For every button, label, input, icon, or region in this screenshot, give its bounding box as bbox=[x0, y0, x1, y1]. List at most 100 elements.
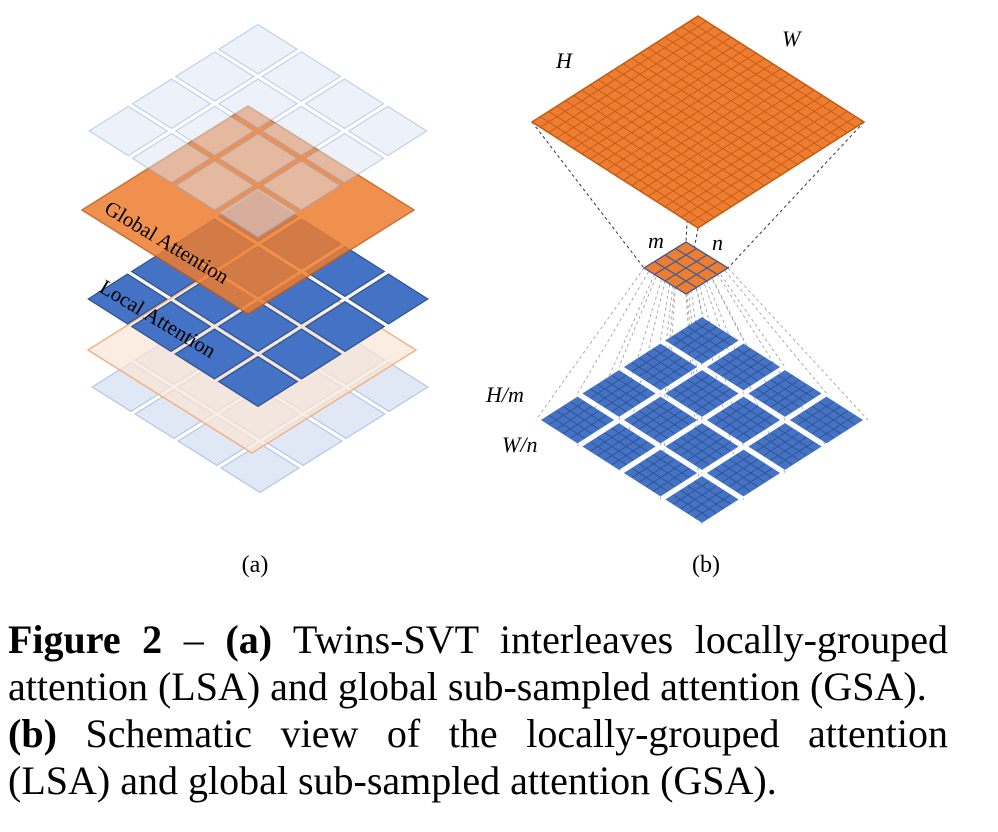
window-grid-line bbox=[694, 388, 731, 413]
window-grid-line bbox=[548, 401, 585, 425]
projection-line bbox=[535, 267, 645, 421]
window-grid-line bbox=[736, 468, 773, 492]
window-grid-line bbox=[611, 441, 648, 466]
caption-dash: – bbox=[162, 617, 226, 662]
dim-n-label: n bbox=[712, 230, 723, 255]
input-grid-line bbox=[623, 63, 790, 171]
window-grid-line bbox=[721, 463, 758, 487]
top-window-tile bbox=[261, 160, 342, 211]
window-grid-line bbox=[638, 410, 675, 434]
caption-line-2: attention (LSA) and global sub-sampled a… bbox=[8, 663, 948, 710]
window-grid-line bbox=[653, 401, 690, 425]
window-grid-line bbox=[653, 362, 690, 386]
window-tile bbox=[665, 476, 739, 523]
window-grid-line bbox=[777, 388, 814, 413]
dim-m-label: m bbox=[648, 228, 664, 253]
window-grid-line bbox=[763, 384, 800, 408]
global-attention-layer bbox=[80, 105, 416, 315]
window-grid-line bbox=[729, 459, 766, 483]
window-grid-line bbox=[729, 357, 766, 381]
caption-part-a: (a) bbox=[225, 617, 273, 662]
window-grid-line bbox=[631, 454, 668, 478]
top-window-tile bbox=[217, 23, 299, 75]
window-grid-line bbox=[604, 432, 641, 456]
window-grid-line bbox=[563, 406, 600, 430]
window-grid-line bbox=[680, 379, 717, 403]
window-grid-line bbox=[714, 362, 751, 386]
stacked-attention-layers bbox=[80, 23, 430, 494]
window-grid-line bbox=[736, 415, 773, 439]
projection-line bbox=[727, 267, 869, 421]
window-grid-line bbox=[756, 374, 793, 399]
window-grid-line bbox=[646, 357, 683, 381]
window-grid-line bbox=[646, 353, 683, 377]
window-grid-line bbox=[687, 331, 724, 355]
window-grid-line bbox=[555, 410, 592, 434]
input-grid-line bbox=[647, 89, 815, 197]
window-grid-line bbox=[646, 406, 683, 430]
top-window-tile bbox=[304, 132, 385, 184]
window-grid-line bbox=[797, 401, 834, 425]
window-grid-line bbox=[804, 406, 841, 430]
caption-text-b-1: Schematic view of the locally-grouped at… bbox=[56, 711, 948, 756]
input-grid-line bbox=[631, 79, 798, 186]
input-grid-line bbox=[664, 100, 832, 208]
window-grid-line bbox=[611, 374, 648, 399]
top-window-tile bbox=[304, 78, 385, 130]
window-grid-line bbox=[714, 401, 751, 425]
window-grid-line bbox=[597, 384, 634, 408]
input-grid-line bbox=[697, 15, 865, 123]
window-grid-line bbox=[777, 374, 814, 399]
window-tile bbox=[665, 317, 739, 364]
caption-text-a-1: Twins-SVT interleaves locally-grouped bbox=[272, 617, 948, 662]
caption-line-3: (b) Schematic view of the locally-groupe… bbox=[8, 710, 948, 757]
dim-w-label: W bbox=[782, 26, 802, 51]
window-grid-line bbox=[694, 321, 731, 346]
window-grid-line bbox=[687, 485, 724, 509]
window-grid-line bbox=[687, 384, 724, 408]
window-grid-line bbox=[714, 454, 751, 478]
window-grid-line bbox=[597, 437, 634, 461]
window-grid-line bbox=[687, 379, 724, 403]
window-grid-line bbox=[756, 388, 793, 413]
window-grid-line bbox=[763, 432, 800, 456]
window-tile bbox=[748, 370, 822, 417]
window-grid-line bbox=[590, 427, 627, 452]
window-grid-line bbox=[694, 494, 731, 519]
window-grid-line bbox=[694, 335, 731, 360]
feature-map-grids bbox=[530, 15, 866, 523]
projection-line bbox=[706, 267, 786, 421]
window-grid-line bbox=[590, 388, 627, 413]
window-grid-line bbox=[673, 427, 710, 452]
window-grid-line bbox=[812, 406, 849, 430]
window-grid-line bbox=[570, 415, 607, 439]
top-window-tile bbox=[217, 132, 299, 184]
input-grid-line bbox=[623, 73, 790, 181]
caption-line-4: (LSA) and global sub-sampled attention (… bbox=[8, 757, 948, 804]
window-grid-line bbox=[673, 335, 710, 360]
input-grid-line bbox=[639, 84, 807, 192]
window-grid-line bbox=[763, 437, 800, 461]
window-grid-line bbox=[736, 362, 773, 386]
local-attention-window-tile bbox=[87, 273, 168, 325]
top-window-layer bbox=[88, 23, 428, 239]
projection-line bbox=[577, 261, 655, 394]
window-grid-line bbox=[653, 468, 690, 492]
input-grid-line bbox=[697, 121, 865, 229]
window-grid-line bbox=[729, 463, 766, 487]
window-grid-line bbox=[673, 374, 710, 399]
input-grid-line bbox=[681, 26, 848, 133]
window-grid-line bbox=[694, 427, 731, 452]
window-grid-line bbox=[721, 459, 758, 483]
window-grid-line bbox=[770, 432, 807, 456]
input-grid-line bbox=[647, 47, 815, 155]
window-tile bbox=[748, 423, 822, 470]
window-grid-line bbox=[673, 494, 710, 519]
top-window-tile bbox=[174, 51, 255, 102]
window-grid-line bbox=[604, 384, 641, 408]
input-grid-line bbox=[672, 105, 840, 213]
window-grid-line bbox=[687, 326, 724, 350]
window-grid-line bbox=[590, 374, 627, 399]
window-tile bbox=[623, 449, 698, 497]
input-grid-line bbox=[672, 31, 840, 139]
